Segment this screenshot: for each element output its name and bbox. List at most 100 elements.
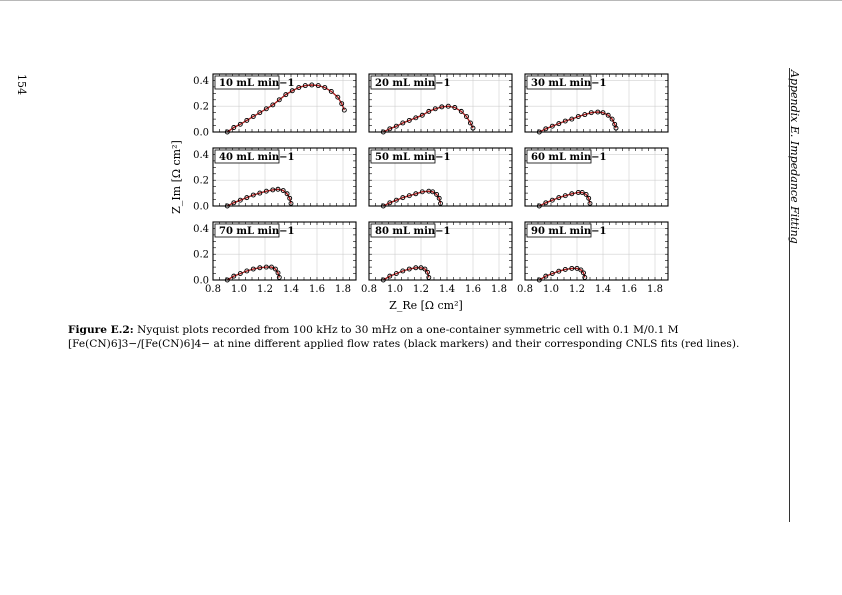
data-point bbox=[289, 88, 295, 94]
data-point bbox=[263, 188, 269, 194]
data-point bbox=[613, 125, 619, 131]
data-point bbox=[575, 114, 581, 119]
panel-label: 80 mL min−1 bbox=[375, 226, 450, 237]
x-tick-label: 1.0 bbox=[387, 284, 403, 295]
data-point bbox=[569, 191, 575, 197]
y-axis-label: Z_Im [Ω cm²] bbox=[170, 140, 183, 214]
y-tick-label: 0.2 bbox=[193, 102, 209, 113]
data-point bbox=[600, 110, 606, 116]
data-point bbox=[287, 195, 293, 201]
data-point bbox=[582, 112, 588, 118]
x-tick-label: 1.6 bbox=[309, 284, 325, 295]
data-point bbox=[393, 123, 399, 129]
data-point bbox=[328, 88, 334, 94]
chart-panel: 80 mL min−1 0.8 1.0 1.2 1.4 1.6 1.8 bbox=[361, 221, 513, 295]
data-point bbox=[284, 191, 290, 197]
x-tick-label: 1.2 bbox=[569, 284, 585, 295]
data-point bbox=[579, 190, 585, 195]
data-point bbox=[605, 112, 611, 118]
panel-label: 10 mL min−1 bbox=[219, 78, 294, 89]
data-point bbox=[470, 125, 476, 131]
data-point bbox=[562, 266, 568, 272]
data-point bbox=[335, 94, 341, 100]
data-point bbox=[263, 106, 269, 112]
data-point bbox=[257, 110, 263, 116]
data-point bbox=[588, 110, 594, 116]
data-point bbox=[280, 188, 286, 193]
chart-panel: 60 mL min−1 bbox=[524, 147, 669, 209]
data-point bbox=[406, 266, 412, 272]
x-tick-label: 1.0 bbox=[543, 284, 559, 295]
x-tick-label: 1.6 bbox=[621, 284, 637, 295]
data-point bbox=[400, 268, 406, 274]
x-tick-label: 1.2 bbox=[413, 284, 429, 295]
y-tick-label: 0.4 bbox=[193, 76, 209, 87]
panel-frame bbox=[212, 221, 357, 281]
data-point bbox=[250, 192, 256, 198]
data-point bbox=[387, 126, 393, 132]
data-point bbox=[269, 264, 274, 270]
chart-panel: 90 mL min−1 0.8 1.0 1.2 1.4 1.6 1.8 bbox=[517, 221, 669, 295]
data-point bbox=[422, 266, 428, 272]
data-point bbox=[270, 102, 276, 108]
data-point bbox=[569, 116, 575, 122]
data-point bbox=[315, 83, 321, 89]
y-tick-label: 0.4 bbox=[193, 150, 209, 161]
data-point bbox=[244, 117, 250, 123]
data-point bbox=[413, 115, 419, 121]
data-point bbox=[609, 116, 615, 122]
chart-panel: 20 mL min−1 bbox=[368, 73, 513, 135]
data-point bbox=[406, 193, 412, 199]
panel-frame bbox=[368, 147, 513, 207]
data-point bbox=[439, 104, 445, 110]
data-point bbox=[586, 195, 592, 201]
chart-panel: 30 mL min−1 bbox=[524, 73, 669, 135]
data-point bbox=[419, 189, 425, 195]
data-point bbox=[582, 274, 588, 280]
data-point bbox=[257, 190, 263, 196]
data-point bbox=[275, 186, 281, 192]
chart-panel: 70 mL min−1 0.0 0.2 0.4 0.8 1.0 1.2 1.4 1.6 1.8 bbox=[193, 221, 357, 295]
data-point bbox=[452, 105, 458, 110]
data-point bbox=[419, 112, 425, 118]
data-point bbox=[272, 266, 278, 272]
panel-frame bbox=[212, 73, 357, 133]
chart-panel: 50 mL min−1 bbox=[368, 147, 513, 209]
data-point bbox=[244, 268, 250, 274]
x-tick-label: 1.8 bbox=[647, 284, 663, 295]
data-point bbox=[250, 114, 256, 119]
data-point bbox=[322, 85, 328, 90]
figure-caption: Figure E.2: Nyquist plots recorded from … bbox=[68, 323, 778, 351]
x-tick-label: 1.4 bbox=[595, 284, 611, 295]
data-point bbox=[231, 200, 237, 206]
panel-label-box bbox=[214, 75, 280, 90]
data-point bbox=[426, 108, 432, 114]
data-point bbox=[263, 264, 269, 270]
data-point bbox=[406, 117, 412, 123]
panel-frame bbox=[524, 147, 669, 207]
data-point bbox=[237, 197, 243, 203]
data-point bbox=[339, 101, 345, 107]
data-point bbox=[302, 83, 308, 89]
data-point bbox=[581, 270, 586, 276]
panel-label-box bbox=[370, 75, 436, 90]
panel-label: 20 mL min−1 bbox=[375, 78, 450, 89]
panel-label-box bbox=[214, 223, 280, 238]
x-tick-label: 1.8 bbox=[491, 284, 507, 295]
data-point bbox=[549, 123, 555, 129]
data-point bbox=[569, 265, 575, 271]
data-point bbox=[276, 97, 282, 103]
data-point bbox=[543, 126, 549, 132]
data-point bbox=[275, 270, 281, 276]
chart-panel: 40 mL min−1 0.0 0.2 0.4 bbox=[193, 147, 357, 213]
data-point bbox=[413, 265, 419, 271]
panel-frame bbox=[212, 147, 357, 207]
data-point bbox=[400, 120, 406, 126]
data-point bbox=[583, 191, 589, 197]
x-tick-label: 1.0 bbox=[231, 284, 247, 295]
panel-label-box bbox=[370, 223, 436, 238]
data-point bbox=[341, 107, 347, 113]
data-point bbox=[244, 195, 250, 201]
data-point bbox=[587, 200, 593, 206]
